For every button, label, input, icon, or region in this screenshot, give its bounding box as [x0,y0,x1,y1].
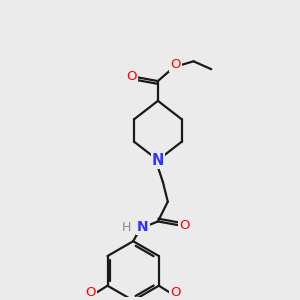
Text: O: O [170,58,181,71]
Text: H: H [122,221,131,234]
Text: O: O [126,70,136,83]
Text: N: N [152,153,164,168]
Text: O: O [179,219,190,232]
Text: N: N [137,220,149,234]
Text: O: O [85,286,96,299]
Text: O: O [170,286,181,299]
